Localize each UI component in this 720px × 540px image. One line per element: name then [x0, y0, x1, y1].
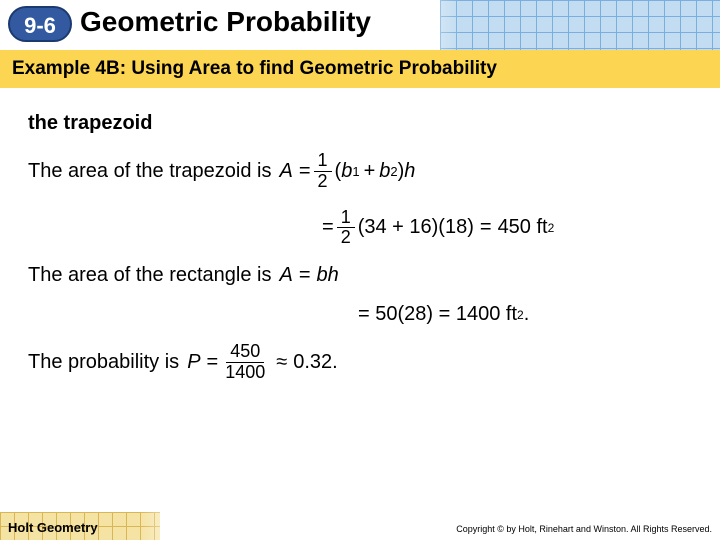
var-A: A [279, 160, 292, 183]
equals: = [207, 351, 219, 374]
sub-1: 1 [352, 164, 359, 179]
frac-den: 2 [337, 228, 355, 248]
frac-num: 1 [337, 208, 355, 229]
publisher-name: Holt Geometry [8, 520, 98, 535]
content-area: the trapezoid The area of the trapezoid … [0, 88, 720, 383]
sub-2: 2 [390, 164, 397, 179]
prob-intro-text: The probability is [28, 351, 179, 374]
header-grid-decoration [440, 0, 720, 50]
rect-intro-text: The area of the rectangle is [28, 264, 271, 287]
var-P: P [187, 351, 200, 374]
period: . [524, 303, 530, 326]
frac-den-1400: 1400 [221, 363, 269, 383]
frac-num: 1 [314, 151, 332, 172]
var-h: h [404, 160, 415, 183]
var-A-rect: A [279, 264, 292, 287]
footer: Holt Geometry Copyright © by Holt, Rineh… [0, 512, 720, 540]
fraction-half: 1 2 [314, 151, 332, 192]
frac-num-450: 450 [226, 342, 264, 363]
rectangle-calc-line: = 50(28) = 1400 ft2. [358, 303, 692, 326]
example-subtitle: Example 4B: Using Area to find Geometric… [0, 50, 720, 88]
unit-sup-2: 2 [517, 308, 524, 322]
fraction-half-2: 1 2 [337, 208, 355, 249]
equals: = [299, 264, 311, 287]
header: 9-6 Geometric Probability [0, 0, 720, 50]
trap-intro-text: The area of the trapezoid is [28, 160, 271, 183]
rectangle-area-line: The area of the rectangle is A = bh [28, 264, 692, 287]
result-450: 450 ft [498, 216, 548, 239]
plus: + [364, 160, 376, 183]
chapter-title: Geometric Probability [80, 6, 371, 38]
trapezoid-area-line: The area of the trapezoid is A = 1 2 ( b… [28, 151, 692, 192]
rect-calc: = 50(28) = 1400 ft [358, 303, 517, 326]
var-b1: b [341, 160, 352, 183]
result-032: 0.32. [293, 351, 337, 374]
copyright-text: Copyright © by Holt, Rinehart and Winsto… [456, 524, 712, 534]
section-label: the trapezoid [28, 112, 692, 135]
close-paren: ) [398, 160, 405, 183]
open-paren: ( [335, 160, 342, 183]
lesson-number-badge: 9-6 [8, 6, 72, 42]
trapezoid-calc-line: = 1 2 (34 + 16)(18) = 450 ft2 [322, 208, 692, 249]
approx: ≈ [276, 351, 287, 374]
fraction-prob: 450 1400 [221, 342, 269, 383]
equals-2: = [480, 216, 492, 239]
frac-den: 2 [314, 172, 332, 192]
rhs-bh: bh [317, 264, 339, 287]
equals: = [299, 160, 311, 183]
var-b2: b [379, 160, 390, 183]
unit-sup: 2 [548, 221, 555, 235]
calc-expr: (34 + 16)(18) [358, 216, 474, 239]
probability-line: The probability is P = 450 1400 ≈ 0.32. [28, 342, 692, 383]
equals: = [322, 216, 334, 239]
